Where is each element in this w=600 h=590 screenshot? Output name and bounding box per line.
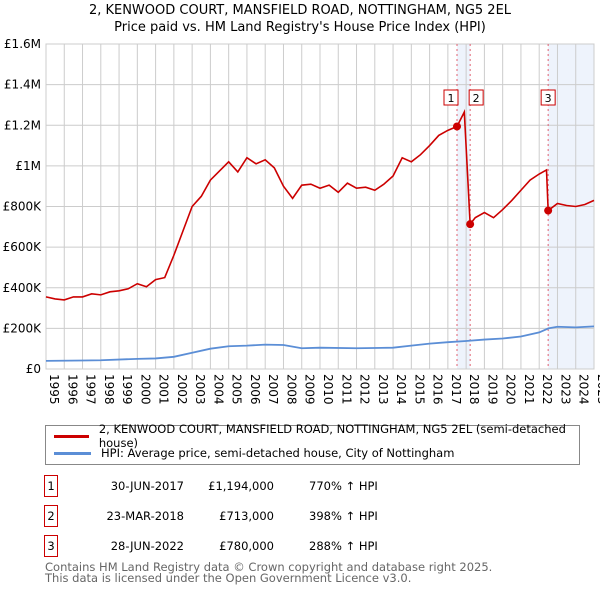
x-tick-label: 2017 xyxy=(449,374,463,405)
footer-copyright: Contains HM Land Registry data © Crown c… xyxy=(45,560,493,574)
x-tick-label: 2016 xyxy=(431,374,445,405)
x-tick-label: 2001 xyxy=(157,374,171,405)
x-tick-label: 2010 xyxy=(321,374,335,405)
x-tick-label: 2021 xyxy=(522,374,536,405)
sale-label-box xyxy=(443,89,459,106)
sale-label-box xyxy=(468,89,484,106)
x-tick-label: 2015 xyxy=(412,374,426,405)
y-tick-label: £1M xyxy=(15,159,41,173)
sale-hpi: 770% ↑ HPI xyxy=(309,479,378,493)
x-tick-label: 2008 xyxy=(284,374,298,405)
x-tick-label: 2006 xyxy=(248,374,262,405)
sale-marker: 2 xyxy=(44,505,58,527)
y-tick-label: £600K xyxy=(3,240,43,254)
chart-plot: 1995 1996 1997 1998 1999 2000 2001 2002 2003 2004… xyxy=(3,37,600,405)
x-tick-label: 2020 xyxy=(504,374,518,405)
x-tick-label: 2012 xyxy=(358,374,372,405)
x-tick-label: 2011 xyxy=(339,374,353,405)
chart-subtitle: Price paid vs. HM Land Registry's House … xyxy=(114,20,486,35)
x-tick-label: 2018 xyxy=(467,374,481,405)
y-tick-label: £0 xyxy=(26,362,41,376)
sale-price: £1,194,000 xyxy=(208,479,274,493)
hpi-line xyxy=(45,325,595,362)
sale-label: 3 xyxy=(545,92,552,105)
legend-item-property: 2, KENWOOD COURT, MANSFIELD ROAD, NOTTIN… xyxy=(54,422,579,450)
x-tick-label: 2000 xyxy=(138,374,152,405)
y-tick-label: £1.4M xyxy=(4,78,41,92)
x-tick-label: 2007 xyxy=(266,374,280,405)
y-tick-label: £200K xyxy=(3,321,43,335)
legend-item-hpi: HPI: Average price, semi-detached house,… xyxy=(54,445,454,461)
x-tick-label: 2025 xyxy=(595,374,600,405)
legend-label: HPI: Average price, semi-detached house,… xyxy=(101,446,455,460)
x-tick-label: 1996 xyxy=(65,374,79,405)
sale-price: £780,000 xyxy=(219,539,274,553)
x-tick-label: 1997 xyxy=(84,374,98,405)
x-tick-label: 1998 xyxy=(102,374,116,405)
sale-label: 2 xyxy=(473,92,480,105)
plot-border xyxy=(45,43,595,370)
sale-marker: 1 xyxy=(44,475,58,497)
legend-line-red xyxy=(54,434,89,438)
x-tick-label: 2014 xyxy=(394,374,408,405)
sale-point xyxy=(544,206,553,215)
sale-point xyxy=(453,122,461,131)
x-tick-label: 1999 xyxy=(120,374,134,405)
x-tick-label: 2022 xyxy=(540,374,554,405)
sale-hpi: 288% ↑ HPI xyxy=(309,539,378,553)
y-tick-label: £400K xyxy=(3,281,43,295)
x-tick-label: 2013 xyxy=(376,374,390,405)
x-tick-label: 2004 xyxy=(211,374,225,405)
legend-line-blue xyxy=(54,451,91,455)
x-tick-label: 2003 xyxy=(193,374,207,405)
sale-price: £713,000 xyxy=(219,509,274,523)
y-tick-label: £1.2M xyxy=(4,118,41,132)
x-tick-label: 2002 xyxy=(175,374,189,405)
sale-date: 30-JUN-2017 xyxy=(110,479,184,493)
legend: 2, KENWOOD COURT, MANSFIELD ROAD, NOTTIN… xyxy=(45,422,580,465)
sale-point xyxy=(466,220,475,229)
chart-title: 2, KENWOOD COURT, MANSFIELD ROAD, NOTTIN… xyxy=(88,3,512,18)
x-tick-label: 2024 xyxy=(577,374,591,405)
y-tick-label: £1.6M xyxy=(4,37,41,51)
y-tick-label: £800K xyxy=(3,200,43,214)
sale-marker: 3 xyxy=(44,535,58,557)
legend-label: 2, KENWOOD COURT, MANSFIELD ROAD, NOTTIN… xyxy=(98,422,566,450)
sale-hpi: 398% ↑ HPI xyxy=(309,509,378,523)
x-tick-label: 1995 xyxy=(47,374,61,405)
property-price-line xyxy=(45,109,595,301)
sale-date: 28-JUN-2022 xyxy=(110,539,184,553)
x-tick-label: 2009 xyxy=(303,374,317,405)
x-tick-label: 2005 xyxy=(230,374,244,405)
footer-licence: This data is licensed under the Open Gov… xyxy=(45,571,412,585)
sale-label: 1 xyxy=(448,92,455,105)
sale-label-box xyxy=(540,89,556,106)
sale-date: 23-MAR-2018 xyxy=(106,509,184,523)
x-tick-label: 2019 xyxy=(485,374,499,405)
x-tick-label: 2023 xyxy=(558,374,572,405)
